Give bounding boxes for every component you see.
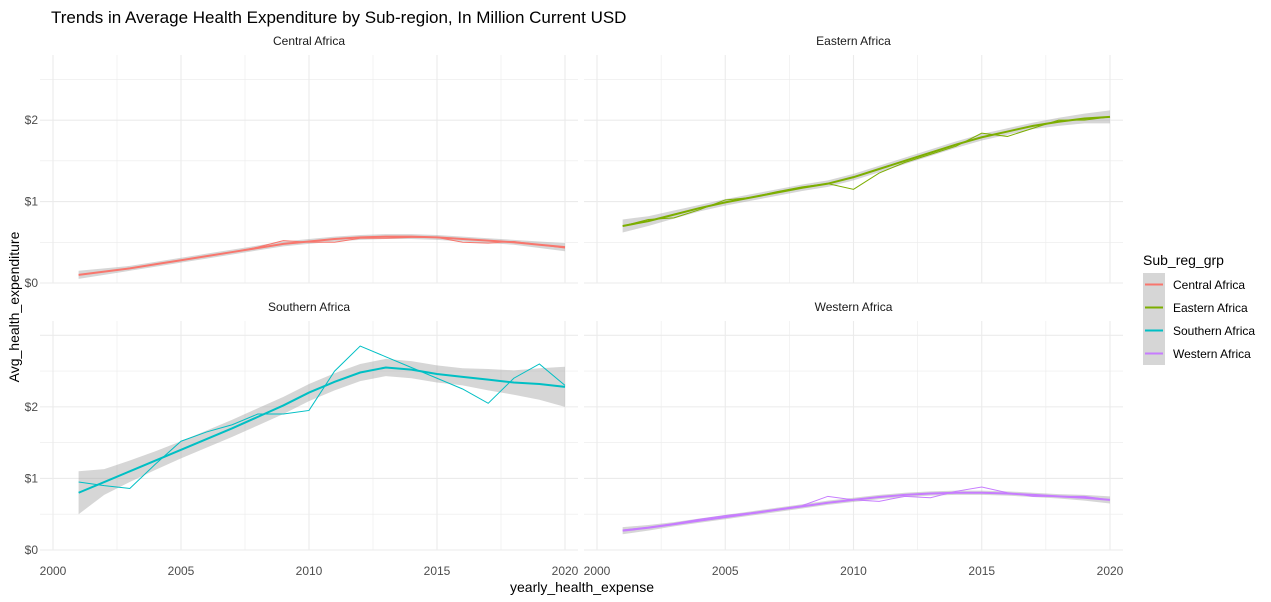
legend-item-southern-africa: Southern Africa <box>1143 319 1255 342</box>
y-tick-label: $2 <box>25 400 39 414</box>
panel-southern-africa: Southern Africa $0 $1 $2 2000 2005 2010 2015 202… <box>25 300 579 578</box>
y-tick-label: $0 <box>25 543 39 557</box>
legend-label: Southern Africa <box>1173 324 1255 338</box>
y-tick-label: $2 <box>25 113 39 127</box>
x-tick-label: 2000 <box>584 564 611 578</box>
legend-title: Sub_reg_grp <box>1143 252 1224 268</box>
strip-label-southern-africa: Southern Africa <box>268 300 350 314</box>
x-tick-label: 2020 <box>552 564 579 578</box>
smooth-line-central-africa <box>78 235 566 276</box>
data-line-southern-africa <box>78 345 566 489</box>
strip-label-central-africa: Central Africa <box>273 34 345 48</box>
confidence-band-eastern-africa <box>622 110 1110 233</box>
smooth-line-southern-africa <box>78 366 566 494</box>
panel-western-africa: Western Africa 2000 2005 2010 2015 2020 <box>584 300 1124 578</box>
legend-item-central-africa: Central Africa <box>1143 273 1245 296</box>
smooth-line-western-africa <box>622 491 1111 532</box>
x-tick-label: 2015 <box>968 564 995 578</box>
x-tick-label: 2010 <box>296 564 323 578</box>
x-tick-label: 2020 <box>1097 564 1124 578</box>
x-tick-label: 2010 <box>840 564 867 578</box>
smooth-line-eastern-africa <box>622 115 1111 227</box>
data-line-western-africa <box>622 486 1111 531</box>
x-tick-label: 2015 <box>424 564 451 578</box>
x-axis-title: yearly_health_expense <box>510 579 654 595</box>
grid-lines <box>584 55 1123 284</box>
legend-label: Western Africa <box>1173 347 1251 361</box>
legend-item-eastern-africa: Eastern Africa <box>1143 296 1248 319</box>
chart-title: Trends in Average Health Expenditure by … <box>51 8 626 27</box>
confidence-band-southern-africa <box>78 358 565 515</box>
data-line-central-africa <box>78 236 566 276</box>
legend-label: Eastern Africa <box>1173 301 1248 315</box>
grid-lines <box>40 321 578 551</box>
confidence-band-western-africa <box>622 490 1110 535</box>
x-tick-label: 2005 <box>712 564 739 578</box>
x-tick-label: 2005 <box>168 564 195 578</box>
grid-lines <box>40 55 578 284</box>
panel-central-africa: Central Africa $0 $1 $2 <box>25 34 578 290</box>
y-tick-label: $0 <box>25 276 39 290</box>
legend-item-western-africa: Western Africa <box>1143 342 1251 365</box>
strip-label-eastern-africa: Eastern Africa <box>816 34 891 48</box>
x-tick-label: 2000 <box>40 564 67 578</box>
y-tick-label: $1 <box>25 195 39 209</box>
legend: Sub_reg_grp Central Africa Eastern Africa S… <box>1143 252 1255 365</box>
grid-lines <box>584 321 1123 551</box>
legend-label: Central Africa <box>1173 278 1245 292</box>
y-axis-title: Avg_health_expenditure <box>6 231 22 382</box>
panel-eastern-africa: Eastern Africa <box>584 34 1123 284</box>
strip-label-western-africa: Western Africa <box>815 300 893 314</box>
facet-panels: Central Africa $0 $1 $2 Eastern Africa Southe… <box>25 34 1124 578</box>
y-tick-label: $1 <box>25 471 39 485</box>
